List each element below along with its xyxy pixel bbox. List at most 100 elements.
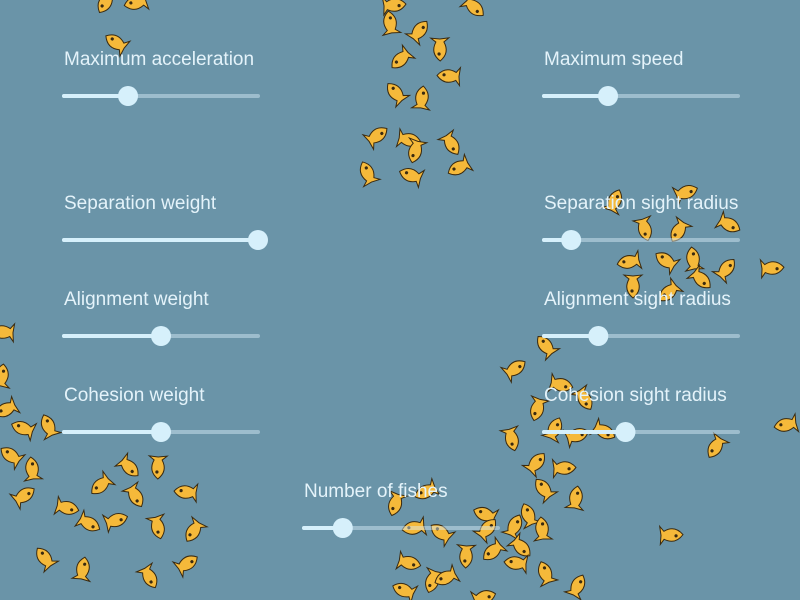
fish-eye: [100, 4, 104, 8]
fish-body: [631, 214, 652, 242]
fish: [22, 456, 45, 482]
slider-thumb[interactable]: [151, 326, 171, 346]
fish-body: [455, 543, 478, 569]
fish: [532, 516, 554, 542]
fish: [387, 83, 412, 109]
slider-label: Number of fishes: [304, 481, 448, 502]
fish: [671, 185, 698, 207]
fish-body: [147, 455, 169, 480]
fish-body: [483, 535, 509, 561]
fish-body: [395, 549, 422, 571]
fish: [0, 322, 16, 344]
fish-eye: [689, 189, 693, 194]
fish-eye: [27, 491, 31, 496]
fish: [414, 476, 442, 500]
fish-body: [430, 524, 457, 549]
slider-thumb[interactable]: [248, 230, 268, 250]
fish: [436, 128, 460, 155]
fish-eye: [673, 233, 677, 237]
slider-thumb[interactable]: [598, 86, 619, 106]
fish-body: [562, 428, 590, 450]
fish-body: [101, 513, 129, 535]
fish: [171, 555, 198, 579]
fish: [455, 543, 478, 569]
fish-body: [144, 513, 166, 540]
fish-eye: [412, 563, 416, 567]
fish-eye: [541, 339, 545, 343]
fish: [684, 246, 706, 273]
fish-body: [120, 480, 144, 508]
fish-eye: [421, 25, 425, 30]
fish-eye: [518, 364, 522, 369]
fish-body: [658, 524, 684, 547]
fish-body: [173, 482, 199, 504]
slider-thumb[interactable]: [332, 518, 353, 538]
fish-eye: [452, 167, 456, 171]
fish-eye: [188, 533, 192, 537]
fish: [173, 482, 199, 504]
fish-eye: [630, 289, 634, 293]
fish: [409, 85, 432, 111]
fish-body: [392, 582, 419, 600]
fish-eye: [643, 232, 647, 236]
fish-eye: [380, 131, 384, 136]
fish-eye: [567, 467, 571, 471]
fish: [0, 447, 27, 472]
fish-eye: [179, 489, 183, 493]
fish-body: [8, 487, 35, 511]
slider-label: Cohesion sight radius: [544, 385, 727, 406]
fish: [97, 0, 121, 14]
fish-eye: [404, 171, 409, 175]
fish-eye: [542, 566, 547, 570]
fish: [144, 513, 166, 540]
fish-body: [40, 414, 63, 441]
fish-eye: [728, 263, 732, 268]
slider-thumb[interactable]: [615, 422, 636, 442]
fish-eye: [463, 559, 467, 563]
fish: [401, 515, 428, 537]
slider-thumb[interactable]: [588, 326, 609, 346]
fish-eye: [394, 60, 399, 64]
fish-eye: [522, 549, 526, 554]
fish-body: [91, 469, 117, 495]
fish-eye: [94, 486, 98, 490]
fish-eye: [40, 551, 44, 555]
fish: [631, 214, 652, 242]
fish-eye: [45, 419, 49, 423]
fish-eye: [428, 583, 432, 588]
fish-eye: [388, 16, 392, 20]
fish-eye: [0, 409, 3, 413]
fish-body: [540, 417, 563, 444]
fish-eye: [555, 423, 560, 427]
fish-eye: [442, 73, 446, 77]
fish-eye: [397, 4, 401, 8]
fish-body: [707, 431, 731, 458]
fish-body: [359, 161, 382, 188]
fish: [562, 574, 586, 600]
slider-thumb[interactable]: [118, 86, 139, 106]
slider-thumb[interactable]: [151, 422, 171, 442]
fish: [710, 258, 735, 285]
fish-eye: [91, 525, 95, 529]
fish-body: [498, 424, 520, 452]
fish-eye: [130, 469, 134, 474]
fish-eye: [411, 154, 415, 158]
fish-eye: [391, 86, 395, 90]
fish-body: [403, 20, 428, 47]
fish: [670, 215, 694, 242]
fish: [499, 514, 523, 542]
fish: [105, 34, 132, 58]
fish: [547, 371, 574, 393]
fish-body: [113, 451, 139, 477]
fish: [392, 582, 419, 600]
fish-body: [710, 258, 735, 285]
fish-body: [391, 43, 417, 69]
fish: [134, 561, 158, 589]
fish: [659, 276, 685, 302]
slider-thumb[interactable]: [561, 230, 582, 250]
fish-body: [616, 248, 643, 270]
fish: [185, 515, 209, 542]
fish-eye: [564, 385, 568, 389]
